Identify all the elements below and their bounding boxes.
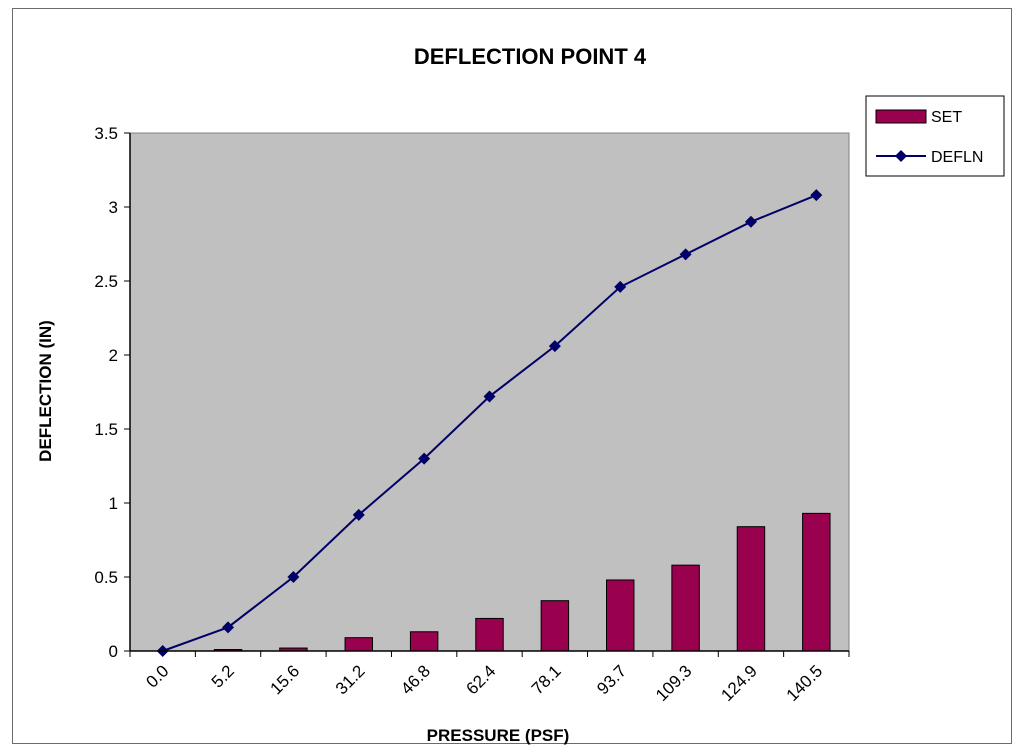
y-axis-title: DEFLECTION (IN) — [36, 320, 55, 462]
defln-point — [222, 621, 235, 634]
x-tick-label: 78.1 — [528, 661, 565, 698]
y-tick-label: 2 — [109, 346, 118, 365]
defln-point — [810, 189, 823, 202]
defln-point — [548, 340, 561, 353]
defln-point — [483, 390, 496, 403]
y-tick-label: 1 — [109, 494, 118, 513]
defln-point — [287, 571, 300, 583]
x-tick-label: 62.4 — [463, 661, 500, 698]
y-tick-label: 1.5 — [94, 420, 118, 439]
x-tick-label: 31.2 — [332, 661, 369, 698]
x-tick-label: 0.0 — [142, 661, 172, 691]
legend-box — [865, 95, 1005, 177]
set-bar — [540, 600, 570, 652]
legend-swatch-set — [875, 109, 927, 124]
x-tick-label: 140.5 — [783, 661, 827, 705]
x-tick-label: 15.6 — [266, 661, 303, 698]
defln-point — [614, 280, 627, 293]
y-tick-label: 0.5 — [94, 568, 118, 587]
y-tick-label: 3 — [109, 198, 118, 217]
y-tick-label: 0 — [109, 642, 118, 661]
x-tick-label: 46.8 — [397, 661, 434, 698]
defln-point — [418, 452, 431, 465]
y-tick-label: 3.5 — [94, 124, 118, 143]
defln-point — [744, 215, 757, 228]
legend-marker-defln — [895, 150, 907, 162]
chart: DEFLECTION POINT 4 0 0.5 1 1.5 2 2.5 3 3.5 0.0 5.… — [36, 44, 1005, 745]
defln-point — [352, 508, 365, 521]
x-axis-title: PRESSURE (PSF) — [427, 726, 570, 745]
x-tick-label: 5.2 — [208, 661, 238, 691]
set-bar — [671, 564, 700, 652]
x-tick-label: 93.7 — [593, 661, 630, 698]
x-tick-label: 109.3 — [652, 661, 696, 705]
legend-label-set: SET — [931, 109, 962, 126]
x-tick-label: 124.9 — [717, 661, 761, 705]
legend: SET DEFLN — [865, 95, 1005, 177]
set-bar — [409, 631, 439, 652]
set-bar — [802, 512, 831, 652]
chart-frame: DEFLECTION POINT 4 0 0.5 1 1.5 2 2.5 3 3.5 0.0 5.… — [12, 8, 1012, 745]
set-bar — [736, 526, 766, 652]
chart-title: DEFLECTION POINT 4 — [414, 44, 647, 69]
legend-label-defln: DEFLN — [931, 149, 983, 166]
defln-point — [679, 248, 692, 261]
set-bar — [475, 617, 504, 652]
y-tick-label: 2.5 — [94, 272, 118, 291]
set-bar — [344, 637, 373, 652]
set-bar — [606, 579, 635, 652]
set-bars — [213, 512, 831, 652]
